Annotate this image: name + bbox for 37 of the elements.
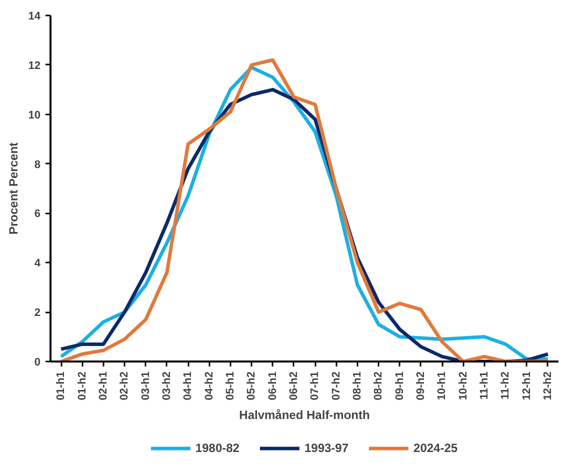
x-tick-label: 04-h1 [182,371,194,400]
legend-label: 1980-82 [195,440,240,454]
x-tick-label: 02-h2 [118,371,131,400]
x-tick-label: 10-h2 [457,371,470,400]
x-tick-label: 09-h1 [394,371,406,400]
y-axis-title: Procent Percent [6,142,20,235]
y-tick-label: 2 [34,307,41,320]
x-tick-label: 12-h1 [520,371,533,400]
x-tick-label: 07-h2 [330,371,342,400]
x-tick-label: 08-h2 [372,371,385,400]
x-tick-label: 02-h1 [97,371,110,400]
x-tick-label: 01-h1 [55,371,68,400]
y-tick-label: 6 [34,208,41,220]
x-tick-label: 03-h1 [140,371,152,400]
x-tick-label: 11-h1 [478,371,490,400]
x-tick-label: 04-h2 [203,371,216,400]
y-tick-label: 4 [34,258,42,270]
x-tick-label: 06-h1 [266,371,279,400]
legend-label: 2024-25 [414,440,458,454]
x-tick-label: 05-h1 [224,371,236,400]
legend-label: 1993-97 [304,440,349,454]
x-axis-title: Halvmåned Half-month [239,408,370,422]
x-tick-label: 08-h1 [351,371,364,400]
y-tick-label: 0 [34,356,41,368]
x-tick-label: 10-h1 [436,371,448,400]
x-tick-label: 09-h2 [414,371,427,400]
x-tick-label: 03-h2 [160,371,173,400]
y-tick-label: 14 [28,10,42,22]
x-tick-label: 11-h2 [500,371,512,400]
x-tick-label: 05-h2 [246,371,258,400]
y-tick-label: 12 [28,60,41,72]
y-tick-label: 10 [28,109,41,122]
x-tick-label: 06-h2 [288,371,300,400]
x-tick-label: 07-h1 [309,371,322,400]
x-tick-label: 12-h2 [542,371,554,400]
y-tick-label: 8 [34,158,41,171]
x-tick-label: 01-h2 [76,371,88,400]
